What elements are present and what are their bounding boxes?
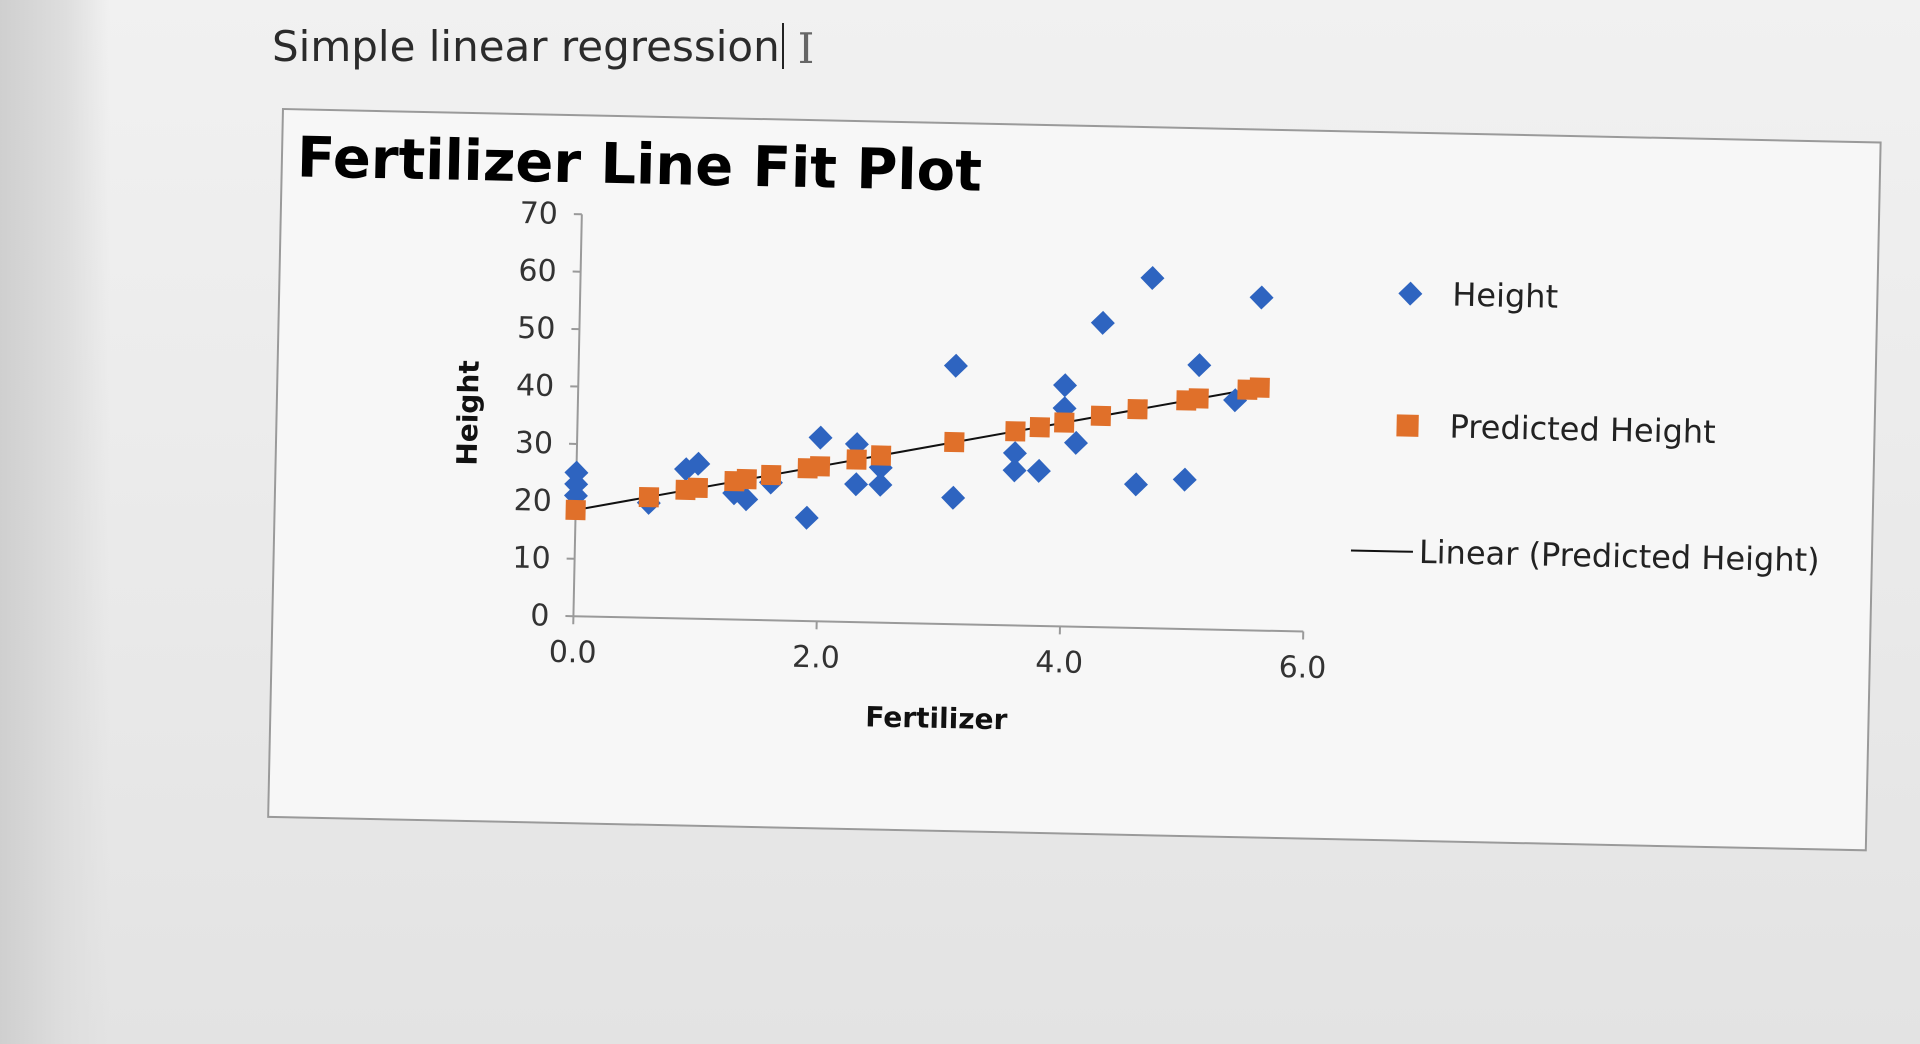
predicted-height-point [1249, 377, 1270, 398]
document-heading[interactable]: Simple linear regression I [272, 22, 814, 73]
predicted-height-point [760, 464, 782, 486]
height-point [1123, 472, 1148, 497]
y-tick-label: 70 [519, 196, 558, 232]
height-point [686, 451, 711, 476]
chart-container[interactable]: Fertilizer Line Fit Plot 0 10 20 30 40 50 60 70… [267, 108, 1882, 852]
x-tick-label: 6.0 [1278, 650, 1326, 686]
y-tick-label: 40 [516, 368, 555, 404]
x-axis-title: Fertilizer [865, 700, 1008, 736]
height-point [868, 472, 893, 497]
height-point [1002, 441, 1027, 466]
height-point [808, 425, 833, 450]
height-point [734, 487, 759, 512]
predicted-height-point [1127, 398, 1148, 420]
screen-edge-shadow [0, 0, 110, 1044]
height-point [1187, 353, 1212, 378]
predicted-height-point [1188, 388, 1209, 409]
legend-height-marker [1398, 281, 1423, 306]
legend-height-label: Height [1452, 276, 1559, 316]
legend-trendline-label: Linear (Predicted Height) [1419, 533, 1820, 579]
document-heading-text: Simple linear regression [272, 22, 780, 71]
predicted-height-point [944, 431, 965, 453]
predicted-height-point [870, 445, 892, 466]
predicted-height-point [1054, 412, 1075, 433]
legend-predicted-marker [1396, 414, 1419, 437]
height-point [844, 472, 869, 497]
chart-legend: Height Predicted Height Linear (Predicted … [1350, 276, 1820, 579]
x-tick-label: 2.0 [792, 640, 840, 676]
x-tick-label: 4.0 [1035, 645, 1083, 681]
y-tick-label: 20 [513, 483, 552, 519]
y-axis-line [572, 214, 583, 617]
y-tick-label: 60 [518, 253, 557, 289]
height-point [1249, 285, 1274, 310]
predicted-height-point [1090, 405, 1112, 427]
y-tick-label: 30 [514, 426, 553, 462]
height-point [1026, 458, 1051, 483]
height-point [1172, 467, 1197, 492]
height-point [794, 505, 819, 530]
x-axis-line [573, 615, 1304, 633]
x-tick-label: 0.0 [548, 635, 596, 671]
predicted-height-point [846, 449, 867, 470]
predicted-height-point [565, 499, 586, 521]
ibeam-cursor-icon: I [797, 24, 815, 73]
y-tick-label: 10 [512, 540, 551, 576]
predicted-height-point [809, 456, 831, 477]
predicted-height-point [638, 486, 660, 508]
height-point [1063, 430, 1088, 455]
predicted-height-point [1029, 417, 1051, 438]
plot-area: 0 10 20 30 40 50 60 70 0.0 2.0 4.0 6.0 Fertilizer Hei… [451, 196, 1327, 736]
y-tick-label: 50 [517, 311, 556, 347]
trendline-linear-predicted-height [575, 386, 1260, 511]
chart-title: Fertilizer Line Fit Plot [296, 125, 982, 204]
height-point [1002, 458, 1027, 483]
predicted-height-point [736, 468, 757, 490]
chart-svg: Fertilizer Line Fit Plot 0 10 20 30 40 50 60 70… [296, 125, 1820, 736]
predicted-height-point [1005, 421, 1026, 442]
y-axis-title: Height [451, 360, 486, 466]
text-caret [781, 23, 784, 69]
height-point [943, 353, 968, 378]
height-point [1140, 265, 1165, 290]
y-tick-label: 0 [530, 598, 550, 633]
height-point [941, 485, 966, 510]
predicted-height-point [687, 477, 709, 499]
height-point [1053, 373, 1078, 398]
height-point [1090, 310, 1115, 335]
legend-predicted-label: Predicted Height [1449, 408, 1716, 452]
legend-trendline-marker [1350, 549, 1413, 553]
